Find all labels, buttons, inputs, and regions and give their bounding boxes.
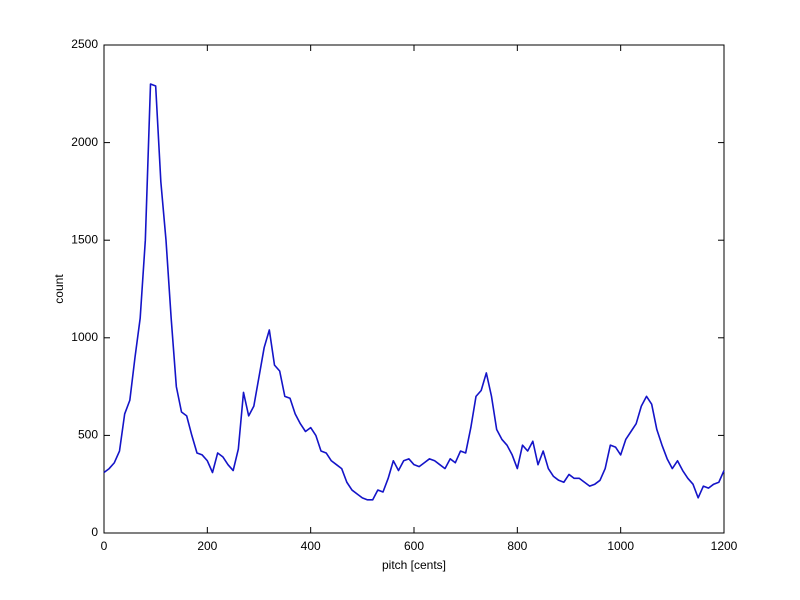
x-tick-label: 800 xyxy=(507,539,527,553)
x-axis-label: pitch [cents] xyxy=(382,558,446,572)
y-tick-label: 2500 xyxy=(71,37,98,51)
x-tick-label: 1000 xyxy=(607,539,634,553)
y-axis-label: count xyxy=(52,274,66,304)
data-line xyxy=(103,83,725,501)
x-tick-label: 400 xyxy=(301,539,321,553)
plot-box xyxy=(103,44,725,534)
y-tick-label: 0 xyxy=(91,525,98,539)
y-tick-label: 2000 xyxy=(71,135,98,149)
x-tick-label: 0 xyxy=(101,539,108,553)
y-tick-label: 1000 xyxy=(71,330,98,344)
x-tick-label: 1200 xyxy=(711,539,738,553)
x-tick-label: 200 xyxy=(197,539,217,553)
y-tick-label: 500 xyxy=(78,428,98,442)
y-tick-label: 1500 xyxy=(71,232,98,246)
x-tick-label: 600 xyxy=(404,539,424,553)
